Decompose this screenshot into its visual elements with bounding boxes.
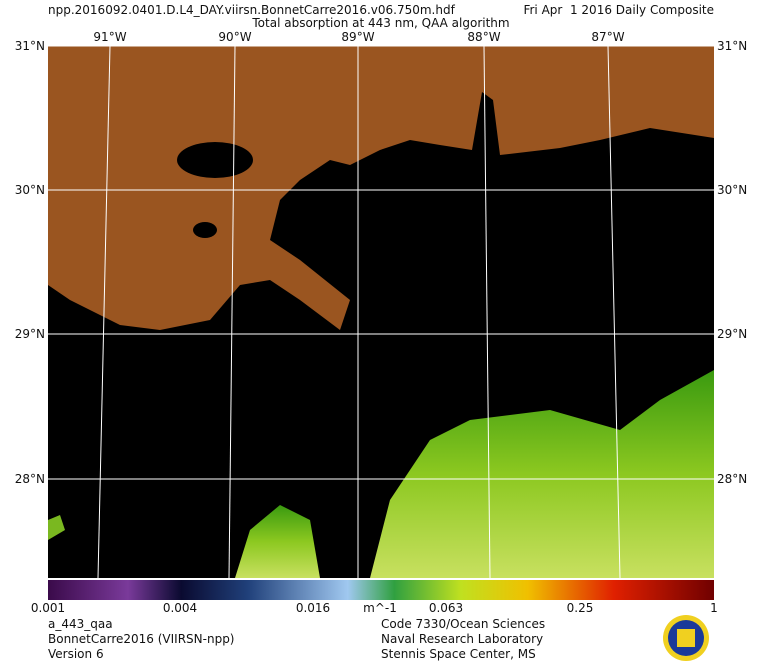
footer-center: Naval Research Laboratory: [381, 632, 543, 646]
title: Total absorption at 443 nm, QAA algorith…: [251, 16, 509, 30]
map: [48, 45, 714, 579]
colorbar-label: 0.063: [429, 601, 463, 615]
latitude-label: 30°N: [717, 183, 747, 197]
footer-center: Code 7330/Ocean Sciences: [381, 617, 545, 631]
latitude-label: 29°N: [717, 327, 747, 341]
longitude-label: 89°W: [341, 30, 374, 44]
logo: [663, 615, 709, 661]
latitude-label: 31°N: [15, 39, 45, 53]
latitude-label: 28°N: [717, 472, 747, 486]
footer-left: Version 6: [48, 647, 104, 661]
longitude-label: 91°W: [93, 30, 126, 44]
latitude-label: 31°N: [717, 39, 747, 53]
longitude-label: 87°W: [591, 30, 624, 44]
longitude-label: 90°W: [218, 30, 251, 44]
file-name: npp.2016092.0401.D.L4_DAY.viirsn.BonnetC…: [48, 3, 456, 17]
latitude-label: 29°N: [15, 327, 45, 341]
date: Fri Apr 1 2016 Daily Composite: [523, 3, 714, 17]
longitude-label: 88°W: [467, 30, 500, 44]
colorbar-label: 0.25: [567, 601, 594, 615]
footer-center: Stennis Space Center, MS: [381, 647, 536, 661]
footer-left: a_443_qaa: [48, 617, 113, 631]
colorbar-label: 0.001: [31, 601, 65, 615]
colorbar-label: 1: [710, 601, 718, 615]
colorbar: [48, 580, 714, 600]
latitude-label: 28°N: [15, 472, 45, 486]
colorbar-unit: m^-1: [363, 601, 397, 615]
latitude-label: 30°N: [15, 183, 45, 197]
colorbar-label: 0.004: [163, 601, 197, 615]
colorbar-label: 0.016: [296, 601, 330, 615]
footer-left: BonnetCarre2016 (VIIRSN-npp): [48, 632, 235, 646]
